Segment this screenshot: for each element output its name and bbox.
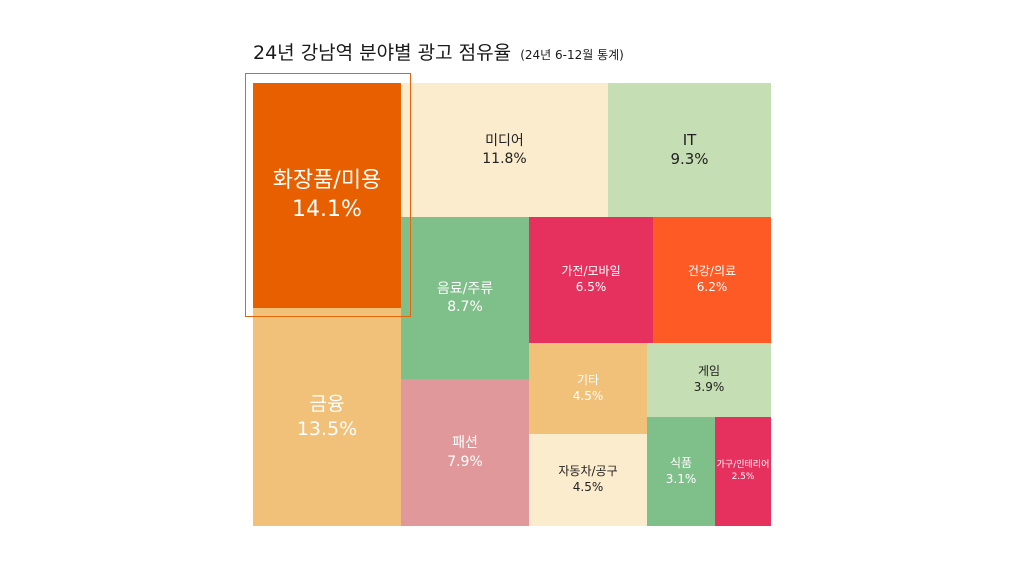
treemap-tile: IT 9.3% [608, 83, 771, 217]
tile-value: 2.5% [731, 471, 755, 482]
tile-label: 건강/의료 [687, 264, 737, 279]
tile-value: 4.5% [572, 480, 604, 494]
tile-value: 6.5% [575, 280, 607, 294]
treemap-tile: 음료/주류 8.7% [401, 217, 529, 379]
tile-value: 11.8% [482, 151, 527, 167]
tile-label: 게임 [697, 364, 721, 379]
treemap-tile: 자동차/공구 4.5% [529, 434, 647, 526]
tile-value: 13.5% [296, 418, 358, 440]
tile-label: 금융 [309, 393, 345, 416]
tile-value: 4.5% [572, 388, 604, 403]
treemap-tile: 가구/인테리어 2.5% [715, 417, 771, 526]
tile-label: 미디어 [485, 132, 524, 149]
treemap-tile: 건강/의료 6.2% [653, 217, 771, 343]
chart-title: 24년 강남역 분야별 광고 점유율 (24년 6-12월 통계) [253, 38, 624, 65]
chart-subtitle: (24년 6-12월 통계) [520, 48, 624, 62]
treemap-tile: 금융 13.5% [253, 308, 401, 526]
tile-value: 6.2% [696, 280, 728, 294]
tile-label: 식품 [669, 455, 693, 470]
highlight-frame [245, 73, 411, 317]
treemap-tile: 가전/모바일 6.5% [529, 217, 653, 343]
tile-label: 가전/모바일 [561, 264, 621, 279]
chart-title-main: 24년 강남역 분야별 광고 점유율 [253, 42, 512, 64]
tile-value: 9.3% [670, 150, 709, 168]
treemap-tile: 게임 3.9% [647, 343, 771, 417]
tile-value: 3.9% [693, 380, 725, 394]
treemap-tile: 미디어 11.8% [401, 83, 608, 217]
tile-value: 7.9% [447, 453, 483, 470]
treemap-tile: 식품 3.1% [647, 417, 715, 526]
tile-value: 3.1% [665, 471, 697, 486]
treemap-tile: 기타 4.5% [529, 343, 647, 434]
tile-label: 가구/인테리어 [716, 459, 770, 470]
tile-value: 8.7% [447, 299, 483, 315]
tile-label: 패션 [452, 435, 478, 452]
tile-label: 기타 [576, 372, 600, 387]
treemap-tile: 패션 7.9% [401, 379, 529, 526]
tile-label: IT [682, 130, 697, 149]
tile-label: 음료/주류 [436, 280, 494, 297]
tile-label: 자동차/공구 [558, 464, 618, 479]
